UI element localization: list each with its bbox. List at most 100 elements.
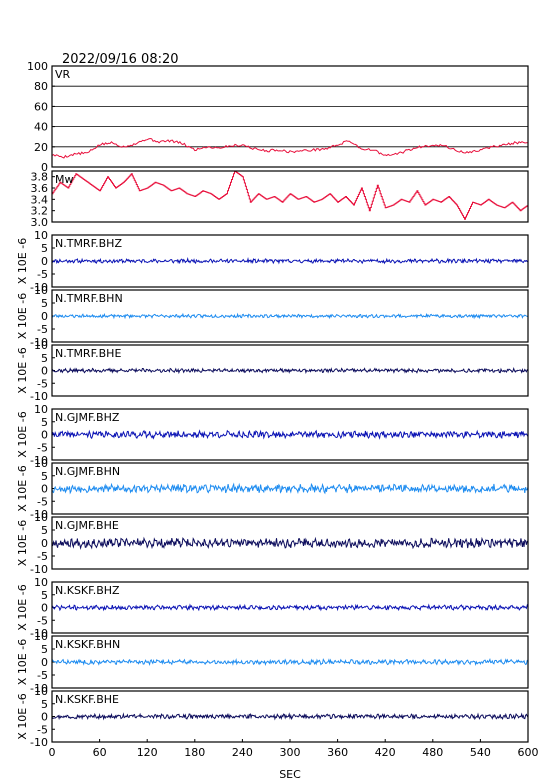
y-tick-label: 0 <box>41 255 48 268</box>
panel-title: N.GJMF.BHN <box>55 465 120 478</box>
panel-title: N.TMRF.BHE <box>55 347 121 360</box>
y-tick-label: 0 <box>41 429 48 442</box>
x-tick-label: 120 <box>137 746 158 759</box>
panel-title: Mw <box>55 173 74 186</box>
y-tick-label: 5 <box>41 352 48 365</box>
waveform-n-kskf-bhz <box>51 603 529 612</box>
y-tick-label: 5 <box>41 470 48 483</box>
y-tick-label: 5 <box>41 242 48 255</box>
y-tick-label: 5 <box>41 416 48 429</box>
y-tick-label: 10 <box>34 685 48 698</box>
y-axis-unit-label: X 10E -6 <box>16 411 29 457</box>
y-tick-label: 10 <box>34 457 48 470</box>
y-tick-label: 3.0 <box>31 216 49 229</box>
waveform-n-gjmf-bhe <box>51 536 529 550</box>
series-line-mw <box>52 170 529 220</box>
panel-frame <box>51 408 529 461</box>
panel-frame <box>51 344 529 397</box>
panel-frame <box>51 289 529 343</box>
y-axis-unit-label: X 10E -6 <box>16 639 29 685</box>
panel-vr: 100 80 60 40 20 0 VR <box>27 60 529 174</box>
y-tick-label: -5 <box>37 495 48 508</box>
y-tick-label: -5 <box>37 550 48 563</box>
y-axis-unit-label: X 10E -6 <box>16 238 29 284</box>
x-tick-label: 360 <box>327 746 348 759</box>
y-tick-label: -10 <box>30 336 48 349</box>
panel-title: N.GJMF.BHE <box>55 519 119 532</box>
y-tick-label: -5 <box>37 377 48 390</box>
y-axis-unit-label: X 10E -6 <box>16 693 29 739</box>
panel-frame <box>51 581 529 634</box>
x-tick-label: 0 <box>49 746 56 759</box>
y-tick-label: 10 <box>34 576 48 589</box>
y-tick-label: 80 <box>34 80 48 93</box>
series-line-vr <box>51 137 529 159</box>
panel-title: N.KSKF.BHZ <box>55 584 120 597</box>
panel-title: N.GJMF.BHZ <box>55 411 120 424</box>
y-tick-label: 0 <box>41 310 48 323</box>
y-tick-label: -5 <box>37 723 48 736</box>
y-tick-label: 0 <box>41 365 48 378</box>
waveform-n-tmrf-bhz <box>51 257 529 265</box>
x-tick-label: 180 <box>184 746 205 759</box>
x-axis-label: SEC <box>279 768 301 781</box>
y-tick-label: -10 <box>30 682 48 695</box>
y-tick-label: 0 <box>41 537 48 550</box>
panel-title: N.TMRF.BHN <box>55 292 123 305</box>
y-tick-label: 60 <box>34 100 48 113</box>
y-tick-label: -10 <box>30 508 48 521</box>
panel-frame <box>51 635 529 689</box>
y-tick-label: -10 <box>30 627 48 640</box>
y-axis-unit-label: X 10E -6 <box>16 465 29 511</box>
x-tick-label: 60 <box>93 746 107 759</box>
y-tick-label: 3.6 <box>31 182 49 195</box>
panel-frame <box>51 462 529 515</box>
waveform-n-kskf-bhn <box>51 658 529 667</box>
waveform-n-gjmf-bhz <box>51 429 529 440</box>
y-tick-label: 40 <box>34 121 48 134</box>
x-tick-label: 240 <box>232 746 253 759</box>
panels-group: 100806040200VR3.83.63.43.23.0Mw1050-5-10… <box>16 60 529 749</box>
panel-title: N.KSKF.BHN <box>55 638 120 651</box>
y-tick-label: -10 <box>30 563 48 576</box>
panel-frame <box>51 234 529 288</box>
y-tick-label: 3.4 <box>31 193 49 206</box>
x-axis: 0 60 120 180 240 300 360 420 480 540 600 <box>49 739 539 759</box>
y-tick-label: 3.8 <box>31 171 49 184</box>
x-tick-label: 420 <box>375 746 396 759</box>
x-tick-label: 600 <box>518 746 539 759</box>
x-tick-label: 540 <box>470 746 491 759</box>
y-tick-label: 10 <box>34 229 48 242</box>
y-tick-label: -10 <box>30 390 48 403</box>
y-tick-label: 20 <box>34 141 48 154</box>
y-tick-label: 0 <box>41 483 48 496</box>
waveform-n-gjmf-bhn <box>51 482 529 495</box>
y-tick-label: -5 <box>37 441 48 454</box>
y-tick-label: 10 <box>34 403 48 416</box>
waveform-n-kskf-bhe <box>51 712 529 721</box>
y-tick-label: 10 <box>34 339 48 352</box>
panel-frame <box>51 516 529 570</box>
y-tick-label: -5 <box>37 268 48 281</box>
panel-frame <box>51 170 529 223</box>
y-tick-label: 10 <box>34 511 48 524</box>
y-tick-label: 100 <box>27 60 48 73</box>
panel-title: N.TMRF.BHZ <box>55 237 122 250</box>
panel-title: N.KSKF.BHE <box>55 693 119 706</box>
y-tick-label: 0 <box>41 711 48 724</box>
y-axis-unit-label: X 10E -6 <box>16 584 29 630</box>
y-tick-label: -10 <box>30 454 48 467</box>
y-tick-label: -10 <box>30 281 48 294</box>
y-tick-label: 10 <box>34 284 48 297</box>
y-axis-unit-label: X 10E -6 <box>16 520 29 566</box>
y-tick-label: 0 <box>41 161 48 174</box>
y-tick-label: 5 <box>41 643 48 656</box>
